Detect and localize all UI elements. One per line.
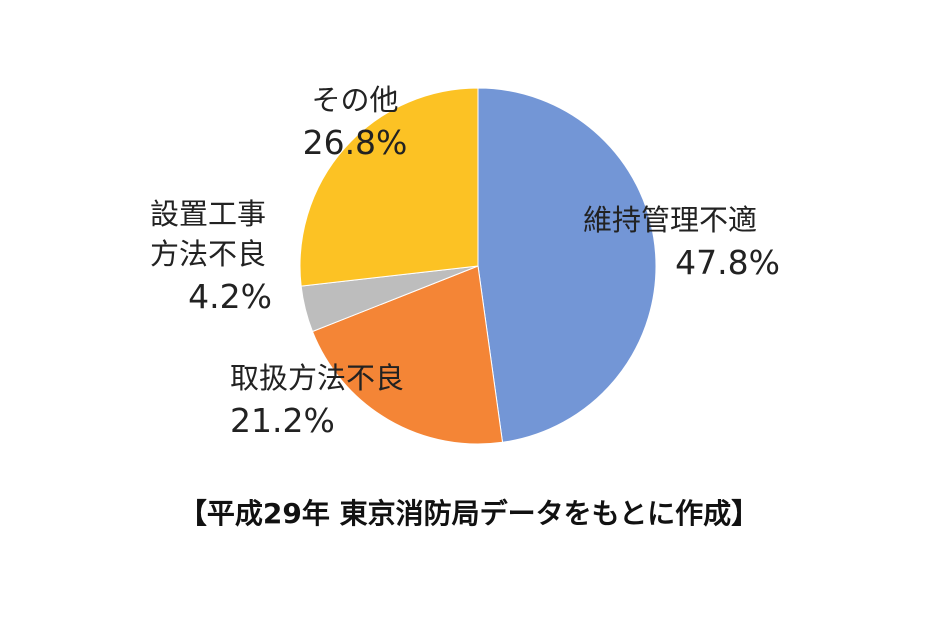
value-label: 47.8% — [675, 243, 780, 282]
slice-label: その他 26.8% — [260, 80, 450, 166]
category-label: その他 — [311, 83, 399, 117]
caption: 【平成29年 東京消防局データをもとに作成】 — [178, 497, 760, 530]
slice-label: 設置工事方法不良 4.2% — [120, 194, 272, 320]
category-label: 維持管理不適 — [582, 203, 757, 237]
value-label: 26.8% — [302, 123, 408, 162]
slice-label: 取扱方法不良 21.2% — [230, 358, 460, 444]
pie-slice — [311, 265, 504, 445]
value-label: 21.2% — [230, 401, 335, 440]
slice-label: 維持管理不適 47.8% — [560, 200, 780, 286]
category-label: 設置工事方法不良 — [150, 197, 267, 271]
category-label: 取扱方法不良 — [230, 361, 405, 395]
value-label: 4.2% — [188, 277, 272, 316]
pie-slice — [477, 87, 657, 443]
pie-slice — [299, 87, 479, 287]
